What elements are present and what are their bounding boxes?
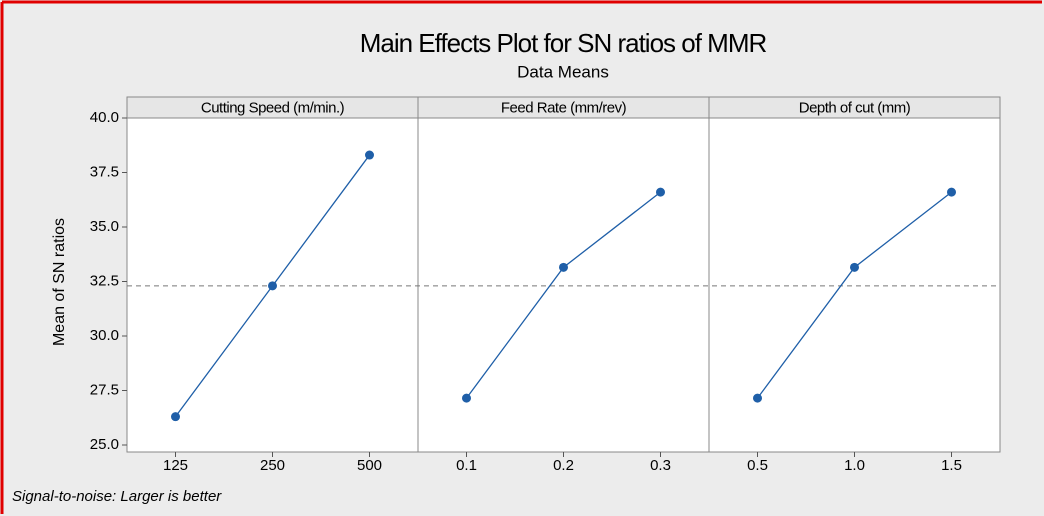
y-tick-label: 32.5 — [90, 272, 119, 289]
chart-subtitle: Data Means — [517, 62, 609, 81]
panel-title: Feed Rate (mm/rev) — [501, 99, 627, 116]
panel — [417, 117, 710, 453]
point — [947, 187, 956, 197]
x-tick-label: 0.1 — [456, 457, 477, 474]
x-tick-label: 0.5 — [747, 457, 768, 474]
point — [268, 281, 277, 291]
x-tick-label: 250 — [260, 457, 285, 474]
x-tick-label: 500 — [357, 457, 382, 474]
y-tick-label: 30.0 — [90, 327, 119, 344]
x-tick-label: 0.3 — [650, 457, 671, 474]
point — [559, 262, 568, 272]
x-tick-label: 1.0 — [844, 457, 865, 474]
panel-header — [708, 96, 1001, 119]
panel — [708, 117, 1001, 453]
point — [753, 393, 762, 403]
point — [462, 393, 471, 403]
footnote: Signal-to-noise: Larger is better — [12, 488, 222, 505]
y-tick-label: 27.5 — [90, 381, 119, 398]
chart-title: Main Effects Plot for SN ratios of MMR — [360, 28, 767, 58]
y-tick-label: 40.0 — [90, 109, 119, 126]
point — [850, 262, 859, 272]
point — [365, 150, 374, 160]
x-tick-label: 1.5 — [941, 457, 962, 474]
y-tick-label: 25.0 — [90, 436, 119, 453]
panel-title: Cutting Speed (m/min.) — [201, 99, 345, 116]
y-tick-label: 37.5 — [90, 163, 119, 180]
x-tick-label: 125 — [163, 457, 188, 474]
point — [656, 187, 665, 197]
point — [171, 412, 180, 422]
panel-title: Depth of cut (mm) — [799, 99, 911, 116]
x-tick-label: 0.2 — [553, 457, 574, 474]
y-axis-label: Mean of SN ratios — [51, 218, 68, 346]
y-tick-label: 35.0 — [90, 218, 119, 235]
